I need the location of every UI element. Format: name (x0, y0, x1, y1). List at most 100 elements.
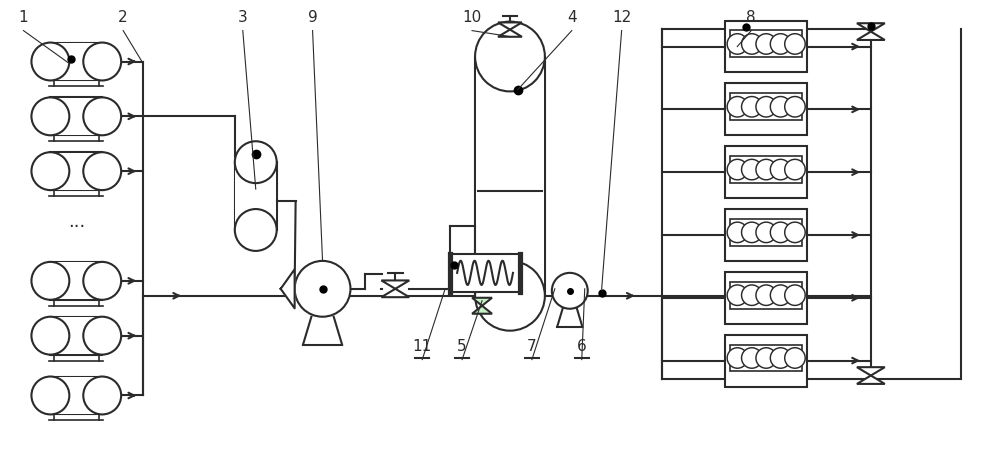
Polygon shape (381, 281, 409, 289)
Bar (50, 318, 102, 354)
Circle shape (785, 160, 805, 180)
Circle shape (770, 35, 791, 55)
Circle shape (785, 97, 805, 118)
Circle shape (742, 223, 762, 243)
Circle shape (552, 273, 588, 309)
Polygon shape (281, 270, 295, 308)
Polygon shape (381, 289, 409, 298)
Text: 2: 2 (118, 9, 128, 24)
Circle shape (742, 285, 762, 306)
Circle shape (727, 97, 748, 118)
Circle shape (727, 285, 748, 306)
Circle shape (742, 97, 762, 118)
Ellipse shape (83, 98, 121, 136)
Polygon shape (857, 376, 885, 384)
Bar (730, 157, 802, 184)
Ellipse shape (31, 43, 69, 81)
Circle shape (742, 35, 762, 55)
Circle shape (756, 348, 776, 368)
Ellipse shape (235, 142, 277, 184)
Circle shape (785, 348, 805, 368)
Circle shape (770, 223, 791, 243)
Polygon shape (498, 23, 522, 31)
Text: 10: 10 (462, 9, 482, 24)
Polygon shape (857, 368, 885, 376)
Bar (50, 317, 102, 355)
Bar (50, 99, 102, 135)
Bar (725, 210, 807, 261)
Bar (730, 345, 802, 372)
Ellipse shape (475, 23, 545, 92)
Ellipse shape (83, 377, 121, 414)
Ellipse shape (31, 377, 69, 414)
Circle shape (727, 223, 748, 243)
Bar (50, 263, 102, 299)
Ellipse shape (83, 43, 121, 81)
Circle shape (770, 97, 791, 118)
Text: 11: 11 (413, 338, 432, 353)
Text: 7: 7 (527, 338, 537, 353)
Ellipse shape (31, 98, 69, 136)
Ellipse shape (31, 317, 69, 355)
Ellipse shape (31, 153, 69, 191)
Bar (725, 22, 807, 74)
Text: 9: 9 (308, 9, 317, 24)
Circle shape (727, 35, 748, 55)
Circle shape (770, 285, 791, 306)
Circle shape (785, 223, 805, 243)
Circle shape (727, 160, 748, 180)
Bar (50, 153, 102, 191)
Ellipse shape (83, 262, 121, 300)
Bar (730, 282, 802, 309)
Text: 6: 6 (577, 338, 587, 353)
Ellipse shape (83, 317, 121, 355)
Circle shape (742, 348, 762, 368)
Circle shape (756, 285, 776, 306)
Polygon shape (857, 24, 885, 32)
Bar (50, 377, 102, 414)
Ellipse shape (31, 262, 69, 300)
Polygon shape (472, 298, 492, 306)
Circle shape (756, 97, 776, 118)
Polygon shape (857, 32, 885, 41)
Bar (50, 44, 102, 81)
Bar (730, 32, 802, 58)
Text: ···: ··· (68, 217, 85, 235)
Bar (50, 98, 102, 136)
Bar (725, 335, 807, 387)
Bar (476, 57, 544, 296)
Text: 12: 12 (612, 9, 631, 24)
Circle shape (295, 261, 350, 317)
Bar (450, 254, 520, 292)
Bar (50, 43, 102, 81)
Circle shape (756, 160, 776, 180)
Bar (475, 57, 545, 296)
Bar (725, 147, 807, 198)
Circle shape (785, 285, 805, 306)
Text: 3: 3 (238, 9, 248, 24)
Circle shape (770, 348, 791, 368)
Circle shape (742, 160, 762, 180)
Bar (50, 262, 102, 300)
Polygon shape (472, 306, 492, 314)
Text: 8: 8 (746, 9, 756, 24)
Text: 4: 4 (567, 9, 577, 24)
Ellipse shape (83, 153, 121, 191)
Circle shape (785, 35, 805, 55)
Polygon shape (498, 31, 522, 38)
Bar (235, 163, 277, 230)
Circle shape (756, 35, 776, 55)
Bar (50, 153, 102, 190)
Bar (730, 94, 802, 121)
Bar (235, 163, 276, 230)
Bar (725, 272, 807, 324)
Circle shape (727, 348, 748, 368)
Circle shape (756, 223, 776, 243)
Bar (725, 84, 807, 136)
Ellipse shape (235, 210, 277, 251)
Circle shape (770, 160, 791, 180)
Ellipse shape (475, 261, 545, 331)
Text: 1: 1 (19, 9, 28, 24)
Text: 5: 5 (457, 338, 467, 353)
Bar (730, 220, 802, 246)
